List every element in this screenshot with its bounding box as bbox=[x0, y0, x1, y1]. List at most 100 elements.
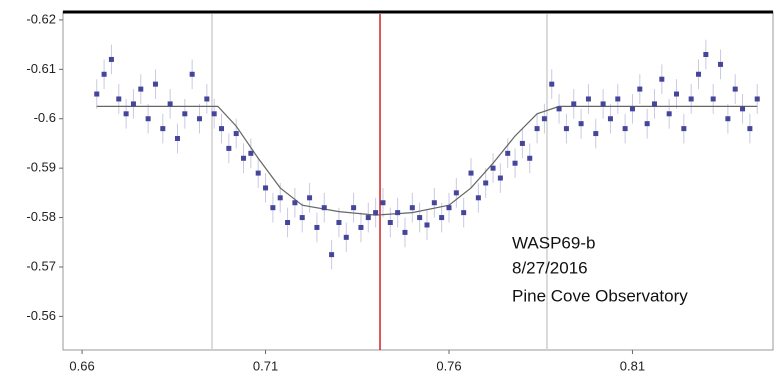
y-tick-label: -0.6 bbox=[34, 110, 56, 125]
x-tick-label: 0.76 bbox=[436, 358, 461, 373]
x-tick-label: 0.81 bbox=[620, 358, 645, 373]
data-point bbox=[314, 224, 320, 230]
data-point bbox=[152, 81, 158, 87]
data-point bbox=[219, 126, 225, 132]
data-point bbox=[659, 76, 665, 82]
data-point bbox=[527, 155, 533, 161]
data-point bbox=[637, 86, 643, 92]
data-point bbox=[512, 160, 518, 166]
data-point bbox=[182, 111, 188, 117]
data-point bbox=[578, 121, 584, 127]
data-point bbox=[248, 150, 254, 156]
data-point bbox=[241, 155, 247, 161]
data-point bbox=[336, 220, 342, 226]
data-point bbox=[475, 195, 481, 201]
y-tick-label: -0.59 bbox=[26, 160, 56, 175]
data-point bbox=[519, 140, 525, 146]
data-point bbox=[255, 170, 261, 176]
annotation: WASP69-b bbox=[512, 233, 595, 252]
data-point bbox=[226, 145, 232, 151]
data-point bbox=[358, 224, 364, 230]
x-tick-label: 0.71 bbox=[253, 358, 278, 373]
data-point bbox=[754, 96, 760, 102]
data-point bbox=[402, 229, 408, 235]
data-point bbox=[130, 101, 136, 107]
data-point bbox=[174, 136, 180, 142]
y-tick-label: -0.57 bbox=[26, 258, 56, 273]
y-tick-label: -0.62 bbox=[26, 11, 56, 26]
data-point bbox=[453, 190, 459, 196]
data-point bbox=[629, 106, 635, 112]
data-point bbox=[108, 56, 114, 62]
y-tick-label: -0.61 bbox=[26, 61, 56, 76]
data-point bbox=[483, 180, 489, 186]
data-point bbox=[285, 220, 291, 226]
data-point bbox=[365, 215, 371, 221]
data-point bbox=[387, 220, 393, 226]
data-point bbox=[321, 205, 327, 211]
annotation: 8/27/2016 bbox=[512, 258, 588, 277]
data-point bbox=[732, 86, 738, 92]
data-point bbox=[196, 116, 202, 122]
data-point bbox=[439, 215, 445, 221]
data-point bbox=[373, 210, 379, 216]
data-point bbox=[351, 205, 357, 211]
y-tick-label: -0.56 bbox=[26, 308, 56, 323]
data-point bbox=[211, 111, 217, 117]
data-point bbox=[123, 111, 129, 117]
data-point bbox=[534, 126, 540, 132]
data-point bbox=[307, 195, 313, 201]
data-point bbox=[299, 215, 305, 221]
data-point bbox=[563, 126, 569, 132]
data-point bbox=[688, 96, 694, 102]
y-tick-label: -0.58 bbox=[26, 209, 56, 224]
data-point bbox=[145, 116, 151, 122]
data-point bbox=[556, 106, 562, 112]
data-point bbox=[541, 116, 547, 122]
annotation: Pine Cove Observatory bbox=[512, 286, 688, 305]
data-point bbox=[263, 185, 269, 191]
data-point bbox=[571, 101, 577, 107]
data-point bbox=[292, 200, 298, 206]
data-point bbox=[138, 86, 144, 92]
data-point bbox=[189, 71, 195, 77]
data-point bbox=[607, 116, 613, 122]
plot-frame bbox=[62, 11, 774, 351]
data-point bbox=[160, 126, 166, 132]
data-point bbox=[380, 200, 386, 206]
data-point bbox=[343, 234, 349, 240]
data-point bbox=[101, 71, 107, 77]
data-point bbox=[615, 96, 621, 102]
data-point bbox=[409, 205, 415, 211]
data-point bbox=[718, 61, 724, 67]
data-point bbox=[424, 222, 430, 228]
data-point bbox=[270, 205, 276, 211]
data-point bbox=[622, 126, 628, 132]
data-point bbox=[497, 175, 503, 181]
data-point bbox=[431, 200, 437, 206]
data-point bbox=[505, 150, 511, 156]
model-curve bbox=[96, 105, 758, 216]
data-point bbox=[696, 71, 702, 77]
data-point bbox=[446, 205, 452, 211]
data-point bbox=[167, 101, 173, 107]
data-point bbox=[549, 81, 555, 87]
data-point bbox=[673, 91, 679, 97]
data-point bbox=[94, 91, 100, 97]
data-point bbox=[725, 116, 731, 122]
data-point bbox=[277, 195, 283, 201]
data-point bbox=[666, 111, 672, 117]
data-point bbox=[490, 165, 496, 171]
data-point bbox=[600, 101, 606, 107]
data-point bbox=[593, 131, 599, 137]
data-point bbox=[703, 51, 709, 57]
data-point bbox=[204, 96, 210, 102]
data-point bbox=[461, 210, 467, 216]
data-point bbox=[395, 210, 401, 216]
data-point bbox=[329, 252, 335, 258]
data-point bbox=[233, 131, 239, 137]
data-point bbox=[747, 126, 753, 132]
x-tick-label: 0.66 bbox=[69, 358, 94, 373]
data-point bbox=[710, 96, 716, 102]
